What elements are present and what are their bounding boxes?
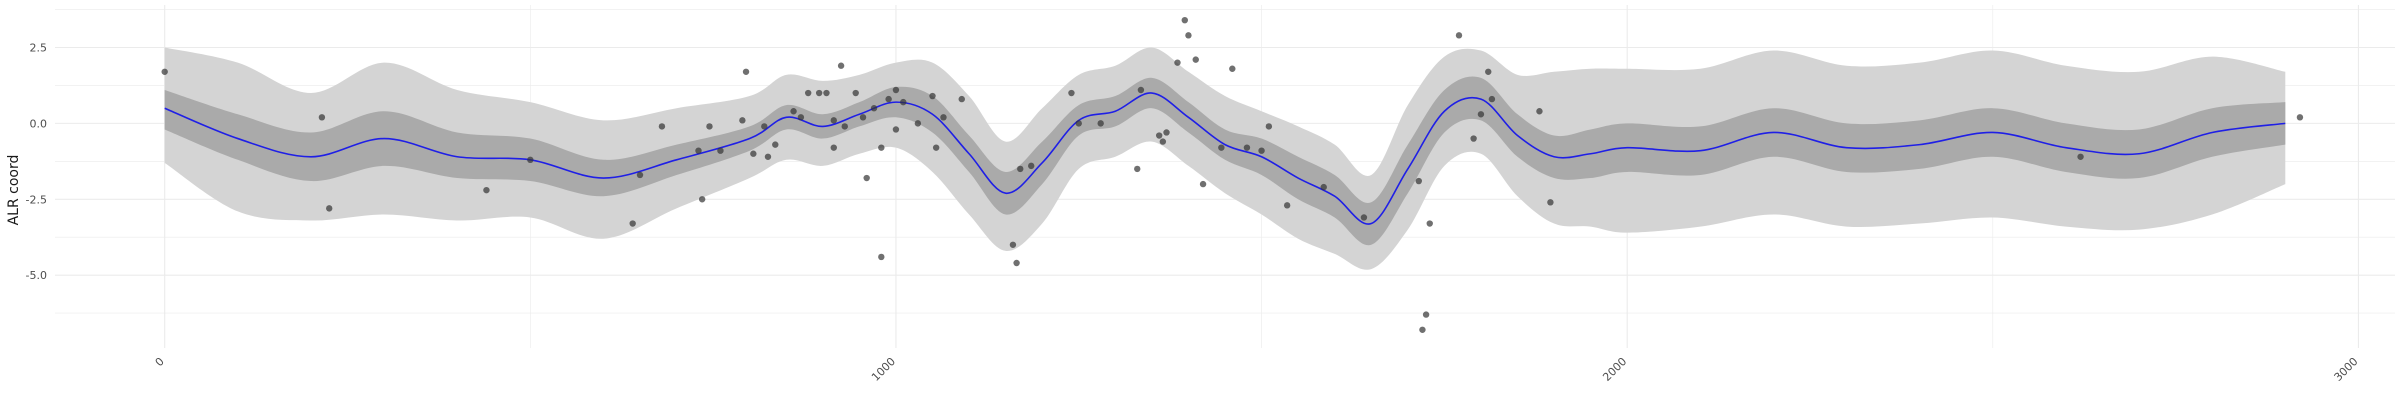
- data-point: [892, 126, 900, 133]
- inner-band-area: [164, 76, 2286, 246]
- data-point: [852, 89, 859, 97]
- data-point: [698, 196, 706, 203]
- data-point: [900, 98, 907, 106]
- data-point: [823, 89, 830, 97]
- data-point: [742, 68, 750, 75]
- data-point: [863, 174, 870, 182]
- y-axis-ticks: 2.5 0.0 -2.5 -5.0: [26, 41, 47, 282]
- data-point: [1265, 123, 1273, 130]
- data-point: [892, 86, 900, 94]
- data-point: [932, 144, 940, 151]
- data-point: [1028, 162, 1035, 170]
- data-point: [1174, 59, 1181, 66]
- data-point: [706, 123, 713, 130]
- data-point: [1258, 147, 1265, 154]
- mean-line-path: [164, 92, 2286, 225]
- mean-line: [164, 92, 2286, 225]
- data-point: [764, 153, 772, 160]
- data-point: [1192, 56, 1199, 63]
- data-point: [1181, 16, 1188, 24]
- y-axis-label: ALR coord: [6, 155, 22, 226]
- data-point: [914, 120, 922, 127]
- data-point: [1360, 214, 1368, 221]
- data-point: [1097, 120, 1104, 127]
- data-point: [878, 144, 885, 151]
- data-point: [1134, 165, 1141, 173]
- data-point: [830, 117, 837, 124]
- y-tick-label: 0.0: [30, 117, 48, 130]
- data-point: [1075, 120, 1082, 127]
- data-point: [1488, 95, 1496, 103]
- data-point: [750, 150, 757, 157]
- data-point: [878, 253, 885, 261]
- data-point: [1163, 129, 1170, 136]
- data-point: [629, 220, 636, 227]
- y-tick-label: -2.5: [26, 193, 47, 206]
- data-point: [1185, 32, 1192, 39]
- data-point: [2077, 153, 2084, 160]
- data-point: [1455, 32, 1463, 39]
- data-point: [804, 89, 812, 97]
- data-point: [527, 156, 534, 164]
- data-point: [717, 147, 724, 154]
- data-point: [1536, 108, 1543, 115]
- data-point: [772, 141, 779, 148]
- data-point: [1547, 199, 1554, 206]
- data-point: [1218, 144, 1225, 151]
- data-point: [1159, 138, 1167, 145]
- data-point: [1009, 241, 1017, 248]
- data-point: [958, 95, 965, 103]
- data-point: [1419, 326, 1426, 333]
- data-point: [1017, 165, 1024, 173]
- data-point: [859, 114, 867, 121]
- inner-confidence-band: [164, 76, 2286, 246]
- y-tick-label: 2.5: [30, 41, 48, 54]
- data-point: [830, 144, 837, 151]
- x-tick-label: 0: [153, 355, 167, 369]
- data-point: [1068, 89, 1075, 97]
- data-point: [929, 92, 936, 100]
- data-point: [885, 95, 892, 103]
- data-point: [1320, 183, 1327, 191]
- data-point: [1422, 311, 1430, 318]
- data-point: [940, 114, 947, 121]
- x-tick-label: 2000: [1600, 355, 1629, 384]
- observation-points: [161, 16, 2304, 333]
- data-point: [837, 62, 845, 69]
- data-point: [695, 147, 702, 154]
- x-axis-ticks: 0 1000 2000 3000: [153, 355, 2361, 384]
- data-point: [1137, 86, 1145, 94]
- data-point: [761, 123, 768, 130]
- data-point: [636, 171, 644, 179]
- data-point: [1155, 132, 1163, 139]
- y-tick-label: -5.0: [26, 269, 47, 282]
- data-point: [326, 205, 333, 212]
- data-point: [797, 114, 805, 121]
- x-tick-label: 3000: [2332, 355, 2361, 384]
- data-point: [1477, 111, 1485, 118]
- data-point: [1426, 220, 1433, 227]
- data-point: [1199, 180, 1207, 188]
- data-point: [483, 186, 490, 194]
- data-point: [318, 114, 326, 121]
- data-point: [1485, 68, 1492, 75]
- data-point: [1283, 202, 1291, 209]
- data-point: [2296, 114, 2304, 121]
- data-point: [1229, 65, 1236, 72]
- data-point: [841, 123, 848, 130]
- data-point: [815, 89, 823, 97]
- data-point: [1013, 259, 1020, 267]
- data-point: [870, 105, 878, 112]
- data-point: [1243, 144, 1251, 151]
- data-point: [1470, 135, 1477, 142]
- data-point: [739, 117, 746, 124]
- data-point: [1415, 177, 1422, 185]
- data-point: [161, 68, 168, 75]
- x-tick-label: 1000: [869, 355, 898, 384]
- data-point: [658, 123, 666, 130]
- data-point: [790, 108, 797, 115]
